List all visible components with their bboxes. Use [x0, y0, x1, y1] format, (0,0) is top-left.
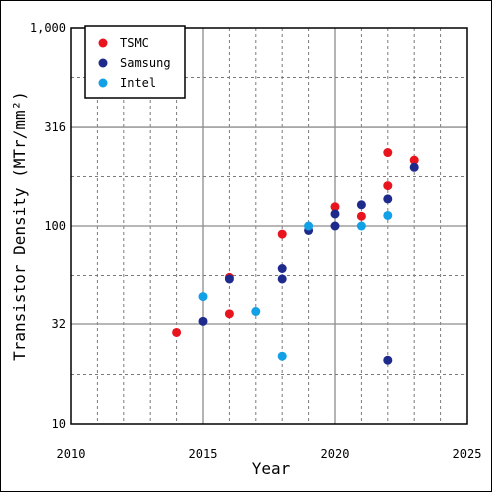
data-point-intel: [383, 210, 393, 220]
data-point-tsmc: [330, 202, 340, 212]
data-point-samsung: [277, 274, 287, 284]
legend-marker-tsmc: [98, 38, 108, 48]
y-tick-label: 32: [52, 317, 66, 331]
x-tick-label: 2025: [453, 447, 482, 461]
data-points: [172, 148, 419, 365]
legend-label-samsung: Samsung: [120, 56, 171, 70]
legend-label-tsmc: TSMC: [120, 36, 149, 50]
data-point-samsung: [383, 355, 393, 365]
data-point-tsmc: [383, 148, 393, 158]
y-axis-title: Transistor Density (MTr/mm²): [10, 91, 29, 361]
legend-marker-samsung: [98, 58, 108, 68]
data-point-tsmc: [224, 309, 234, 319]
data-point-samsung: [409, 162, 419, 172]
y-tick-label: 10: [52, 417, 66, 431]
data-point-samsung: [198, 316, 208, 326]
legend-marker-intel: [98, 78, 108, 88]
legend: TSMC Samsung Intel: [84, 25, 186, 99]
x-tick-label: 2010: [57, 447, 86, 461]
data-point-intel: [277, 351, 287, 361]
x-tick-label: 2020: [321, 447, 350, 461]
tick-labels: 2010 2015 2020 2025 10 32 100 316 1,000: [30, 21, 482, 461]
data-point-intel: [304, 221, 314, 231]
data-point-samsung: [383, 194, 393, 204]
x-tick-label: 2015: [189, 447, 218, 461]
data-point-intel: [356, 221, 366, 231]
data-point-samsung: [330, 221, 340, 231]
data-point-samsung: [277, 264, 287, 274]
legend-label-intel: Intel: [120, 76, 156, 90]
data-point-samsung: [356, 200, 366, 210]
data-point-tsmc: [409, 155, 419, 165]
data-point-tsmc: [356, 211, 366, 221]
data-point-samsung: [330, 209, 340, 219]
data-point-tsmc: [383, 181, 393, 191]
y-tick-label: 316: [44, 120, 66, 134]
plot-area-border: [70, 27, 468, 425]
data-point-intel: [251, 306, 261, 316]
y-tick-label: 1,000: [30, 21, 66, 35]
data-point-samsung: [224, 274, 234, 284]
y-tick-label: 100: [44, 219, 66, 233]
x-axis-title: Year: [252, 459, 291, 478]
data-point-tsmc: [277, 229, 287, 239]
data-point-intel: [198, 292, 208, 302]
data-point-tsmc: [172, 327, 182, 337]
